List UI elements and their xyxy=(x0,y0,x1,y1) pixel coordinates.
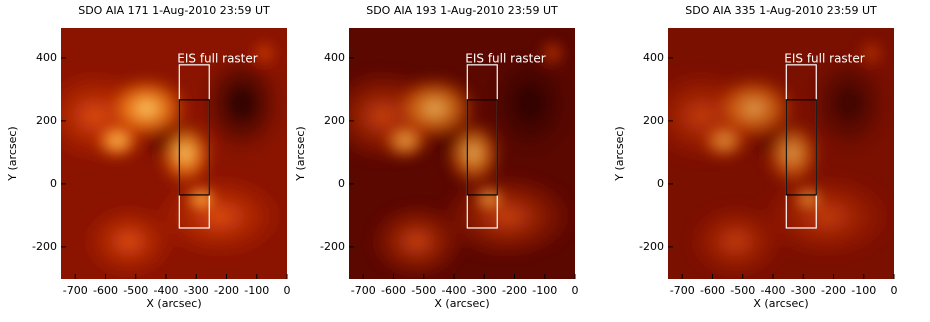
panel: SDO AIA 171 1-Aug-2010 23:59 UT EIS full … xyxy=(6,4,291,310)
solar-image xyxy=(642,28,896,281)
emission-region xyxy=(790,185,826,213)
annotation: EIS full raster xyxy=(177,51,257,65)
panel-title: SDO AIA 335 1-Aug-2010 23:59 UT xyxy=(685,4,877,17)
y-axis-label: Y (arcsec) xyxy=(6,126,19,181)
x-tick-label: 0 xyxy=(284,284,291,297)
x-tick-label: -600 xyxy=(700,284,725,297)
x-tick-label: -200 xyxy=(821,284,846,297)
emission-region xyxy=(202,53,282,153)
x-axis-label: X (arcsec) xyxy=(753,297,808,310)
emission-region xyxy=(443,119,503,189)
y-tick-label: 400 xyxy=(36,51,57,64)
y-tick-label: -200 xyxy=(639,240,664,253)
y-tick-label: 0 xyxy=(657,177,664,190)
y-tick-label: -200 xyxy=(320,240,345,253)
x-tick-label: -200 xyxy=(214,284,239,297)
x-tick-label: -700 xyxy=(351,284,376,297)
y-tick-label: 0 xyxy=(338,177,345,190)
emission-region xyxy=(762,119,822,189)
x-tick-label: -200 xyxy=(502,284,527,297)
emission-region xyxy=(155,119,215,189)
emission-region xyxy=(183,185,219,213)
x-tick-label: 0 xyxy=(891,284,898,297)
x-tick-label: -600 xyxy=(381,284,406,297)
x-tick-label: -400 xyxy=(760,284,785,297)
x-axis-label: X (arcsec) xyxy=(434,297,489,310)
x-tick-label: -300 xyxy=(791,284,816,297)
x-tick-label: -700 xyxy=(63,284,88,297)
panel-title: SDO AIA 193 1-Aug-2010 23:59 UT xyxy=(366,4,558,17)
panel-title: SDO AIA 171 1-Aug-2010 23:59 UT xyxy=(78,4,270,17)
annotation: EIS full raster xyxy=(465,51,545,65)
y-tick-label: 0 xyxy=(50,177,57,190)
x-tick-label: -600 xyxy=(93,284,118,297)
x-tick-label: -100 xyxy=(851,284,876,297)
emission-region xyxy=(700,121,750,161)
x-tick-label: -300 xyxy=(184,284,209,297)
x-tick-label: -400 xyxy=(153,284,178,297)
x-tick-label: -100 xyxy=(532,284,557,297)
x-tick-label: 0 xyxy=(572,284,579,297)
y-tick-label: -200 xyxy=(32,240,57,253)
solar-image xyxy=(35,28,289,281)
solar-image xyxy=(323,28,577,281)
x-axis-label: X (arcsec) xyxy=(146,297,201,310)
emission-region xyxy=(686,201,786,281)
emission-region xyxy=(93,121,143,161)
emission-region xyxy=(809,53,889,153)
y-axis-label: Y (arcsec) xyxy=(294,126,307,181)
y-tick-label: 200 xyxy=(324,114,345,127)
x-tick-label: -300 xyxy=(472,284,497,297)
emission-region xyxy=(471,185,507,213)
emission-region xyxy=(490,53,570,153)
emission-region xyxy=(381,121,431,161)
panel: SDO AIA 193 1-Aug-2010 23:59 UT EIS full … xyxy=(294,4,579,310)
y-axis-label: Y (arcsec) xyxy=(613,126,626,181)
x-tick-label: -500 xyxy=(730,284,755,297)
x-tick-label: -400 xyxy=(441,284,466,297)
figure: SDO AIA 171 1-Aug-2010 23:59 UT EIS full … xyxy=(0,0,930,318)
y-tick-label: 200 xyxy=(643,114,664,127)
panel: SDO AIA 335 1-Aug-2010 23:59 UT EIS full … xyxy=(613,4,898,310)
x-tick-label: -700 xyxy=(670,284,695,297)
x-tick-label: -500 xyxy=(411,284,436,297)
annotation: EIS full raster xyxy=(784,51,864,65)
y-tick-label: 400 xyxy=(643,51,664,64)
x-tick-label: -100 xyxy=(244,284,269,297)
y-tick-label: 400 xyxy=(324,51,345,64)
y-tick-label: 200 xyxy=(36,114,57,127)
emission-region xyxy=(79,201,179,281)
x-tick-label: -500 xyxy=(123,284,148,297)
emission-region xyxy=(367,201,467,281)
